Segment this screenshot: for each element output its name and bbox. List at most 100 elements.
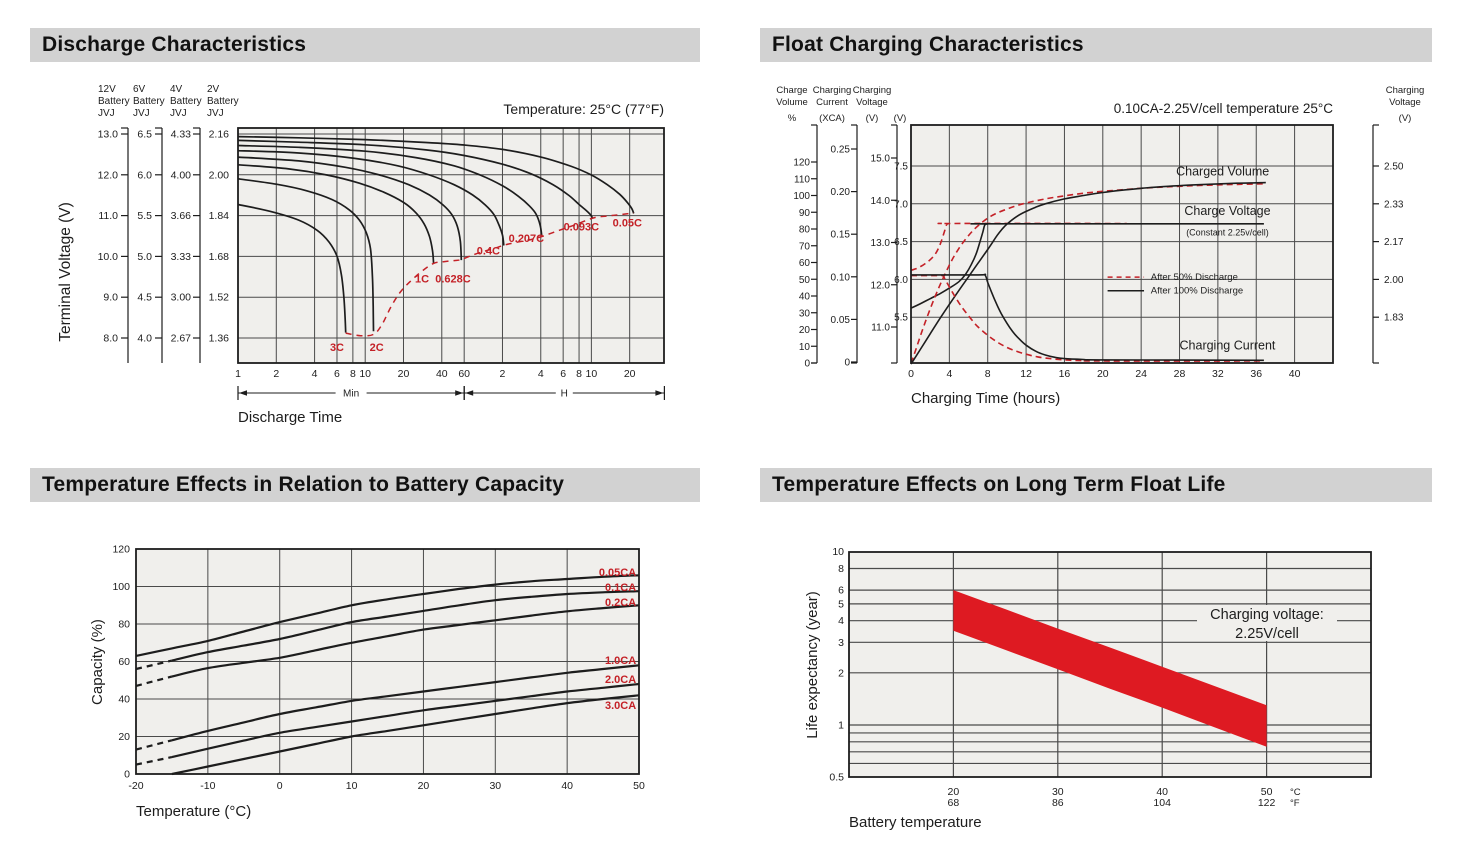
x-axis-title: Charging Time (hours) (911, 390, 1060, 407)
svg-text:20: 20 (118, 731, 130, 743)
svg-text:8: 8 (350, 368, 356, 380)
x-axis: 0 4 8 12 16 20 24 28 32 36 40 (908, 368, 1301, 380)
svg-text:(V): (V) (894, 113, 907, 124)
svg-text:10.0: 10.0 (98, 251, 119, 263)
svg-text:0.5: 0.5 (829, 772, 844, 784)
svg-text:Capacity (%): Capacity (%) (89, 619, 106, 705)
svg-text:Battery temperature: Battery temperature (849, 814, 982, 831)
svg-text:Battery: Battery (170, 96, 202, 107)
svg-text:8: 8 (838, 563, 844, 575)
svg-text:11.0: 11.0 (98, 210, 118, 222)
svg-text:13.0: 13.0 (871, 238, 891, 249)
svg-text:10: 10 (799, 342, 811, 353)
svg-text:0: 0 (124, 769, 130, 781)
svg-text:10: 10 (586, 368, 598, 380)
svg-text:68: 68 (948, 797, 960, 809)
svg-text:0: 0 (908, 368, 914, 380)
svg-text:4.00: 4.00 (171, 169, 192, 181)
svg-text:JVJ: JVJ (133, 108, 150, 119)
svg-text:0.05: 0.05 (831, 315, 851, 326)
svg-text:7.5: 7.5 (894, 162, 908, 173)
svg-text:2.50: 2.50 (1384, 162, 1404, 173)
section-title-float-charging: Float Charging Characteristics (760, 28, 1432, 62)
svg-text:3.0CA: 3.0CA (605, 700, 636, 712)
annotation: Charging voltage: 2.25V/cell (1197, 605, 1337, 642)
series-curves (135, 574, 640, 776)
svg-text:30: 30 (489, 780, 501, 792)
svg-text:Min: Min (343, 389, 359, 400)
svg-text:Battery: Battery (98, 96, 130, 107)
svg-text:6: 6 (838, 585, 844, 597)
svg-text:Charged Volume: Charged Volume (1176, 165, 1269, 179)
series-curves (910, 181, 1266, 365)
svg-text:-20: -20 (128, 780, 143, 792)
svg-text:Charging: Charging (853, 85, 892, 96)
svg-text:Charge: Charge (776, 85, 807, 96)
svg-text:12.0: 12.0 (98, 169, 119, 181)
svg-text:104: 104 (1153, 797, 1171, 809)
svg-text:0.1CA: 0.1CA (605, 582, 636, 594)
svg-text:4.5: 4.5 (137, 292, 152, 304)
svg-text:8: 8 (985, 368, 991, 380)
y-axis: 10 8 65 4 3 2 1 0.5 (829, 546, 844, 783)
svg-text:Current: Current (816, 97, 848, 108)
svg-text:16: 16 (1059, 368, 1071, 380)
svg-text:120: 120 (793, 158, 810, 169)
svg-text:Charging voltage:: Charging voltage: (1210, 607, 1324, 623)
svg-text:24: 24 (1135, 368, 1147, 380)
svg-text:6: 6 (334, 368, 340, 380)
svg-text:11.0: 11.0 (871, 323, 890, 334)
svg-text:0.05CA: 0.05CA (599, 567, 636, 579)
svg-text:Charge Voltage: Charge Voltage (1184, 204, 1270, 218)
svg-text:0.25: 0.25 (831, 145, 851, 156)
grid (911, 125, 1333, 363)
svg-text:60: 60 (799, 258, 811, 269)
x-axis-title: Temperature (°C) (136, 803, 251, 820)
svg-text:0.2CA: 0.2CA (605, 597, 636, 609)
svg-text:5: 5 (838, 598, 844, 610)
panel-temperature-capacity: Temperature Effects in Relation to Batte… (30, 468, 700, 852)
svg-text:After 100% Discharge: After 100% Discharge (1151, 286, 1243, 297)
svg-text:32: 32 (1212, 368, 1224, 380)
svg-text:30: 30 (1052, 786, 1064, 798)
svg-text:50: 50 (633, 780, 645, 792)
svg-text:°C: °C (1290, 787, 1301, 798)
svg-text:(Constant 2.25v/cell): (Constant 2.25v/cell) (1186, 227, 1269, 237)
svg-text:36: 36 (1250, 368, 1262, 380)
svg-text:40: 40 (1289, 368, 1301, 380)
svg-text:2.25V/cell: 2.25V/cell (1235, 626, 1299, 642)
section-title-discharge: Discharge Characteristics (30, 28, 700, 62)
svg-text:5.0: 5.0 (137, 251, 152, 263)
svg-text:6.0: 6.0 (894, 275, 908, 286)
svg-text:12V: 12V (98, 84, 116, 95)
svg-text:Battery: Battery (207, 96, 239, 107)
svg-text:12.0: 12.0 (871, 280, 891, 291)
svg-text:90: 90 (799, 208, 811, 219)
svg-text:Charging: Charging (1386, 85, 1425, 96)
svg-text:1.36: 1.36 (209, 333, 230, 345)
svg-text:-10: -10 (200, 780, 215, 792)
svg-text:4: 4 (538, 368, 544, 380)
svg-text:70: 70 (799, 241, 811, 252)
svg-text:7.0: 7.0 (894, 199, 908, 210)
svg-text:5.5: 5.5 (894, 313, 908, 324)
x-axis-title: Battery temperature (849, 814, 982, 831)
svg-text:2: 2 (838, 667, 844, 679)
svg-text:Charging: Charging (813, 85, 852, 96)
series-curves (237, 135, 635, 333)
svg-text:3.33: 3.33 (171, 251, 192, 263)
y-axis-title: Terminal Voltage (V) (57, 202, 74, 342)
svg-text:8: 8 (576, 368, 582, 380)
y-axis-title: Life expectancy (year) (804, 591, 821, 739)
svg-text:10: 10 (832, 546, 844, 558)
svg-text:6: 6 (560, 368, 566, 380)
svg-text:0.20: 0.20 (831, 187, 851, 198)
svg-text:13.0: 13.0 (98, 129, 119, 141)
svg-text:2.17: 2.17 (1384, 237, 1404, 248)
annotation: Temperature: 25°C (77°F) (503, 101, 664, 117)
svg-text:%: % (788, 113, 797, 124)
svg-text:1.84: 1.84 (209, 210, 230, 222)
svg-text:1.83: 1.83 (1384, 313, 1404, 324)
